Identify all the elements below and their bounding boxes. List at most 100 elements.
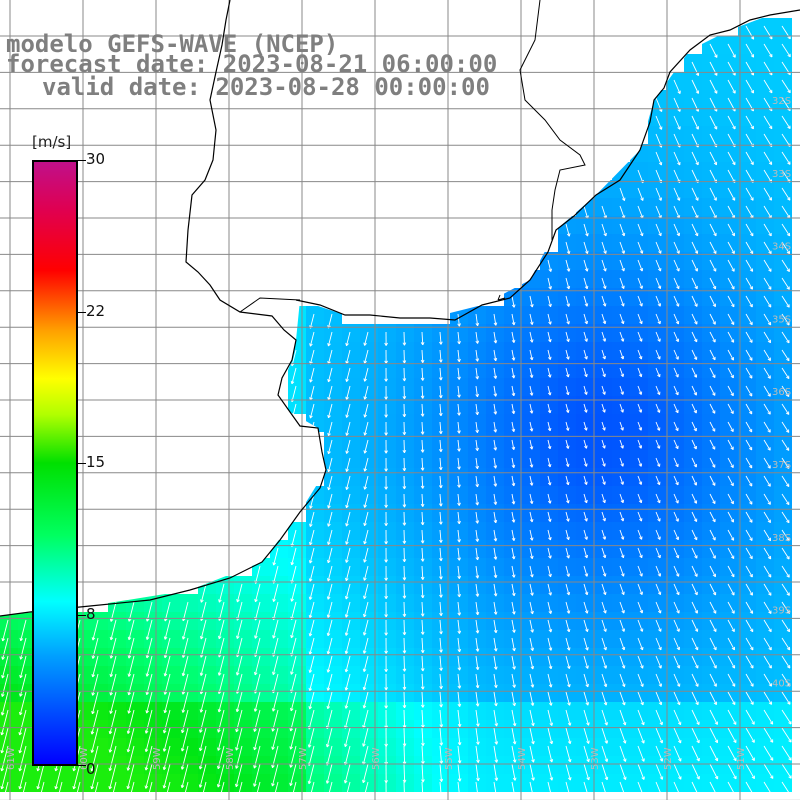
wind-arrow bbox=[529, 529, 534, 541]
wind-cell bbox=[666, 414, 684, 432]
wind-arrow bbox=[164, 781, 171, 800]
wind-arrow bbox=[475, 385, 479, 398]
wind-arrow bbox=[493, 529, 498, 542]
wind-cell bbox=[306, 378, 324, 396]
wind-cell bbox=[432, 702, 450, 720]
wind-arrow bbox=[420, 547, 425, 562]
wind-cell bbox=[396, 666, 414, 684]
wind-arrow bbox=[745, 511, 753, 523]
wind-cell bbox=[414, 756, 432, 774]
wind-arrow bbox=[601, 493, 606, 504]
wind-arrow bbox=[745, 43, 755, 58]
wind-cell bbox=[504, 594, 522, 612]
wind-arrow bbox=[327, 367, 333, 383]
wind-arrow bbox=[493, 547, 498, 560]
wind-cell bbox=[450, 702, 468, 720]
wind-cell bbox=[486, 324, 504, 342]
wind-arrow bbox=[402, 493, 407, 508]
wind-arrow bbox=[565, 313, 570, 325]
lon-label: 52W bbox=[663, 747, 674, 770]
wind-cell bbox=[576, 306, 594, 324]
wind-cell bbox=[666, 450, 684, 468]
wind-arrow bbox=[709, 331, 716, 343]
wind-cell bbox=[360, 540, 378, 558]
wind-arrow bbox=[619, 619, 626, 632]
wind-cell bbox=[306, 558, 324, 576]
wind-arrow bbox=[619, 295, 625, 307]
wind-cell bbox=[360, 522, 378, 540]
wind-arrow bbox=[691, 745, 700, 762]
wind-arrow bbox=[457, 583, 462, 598]
wind-arrow bbox=[565, 781, 572, 799]
wind-arrow bbox=[475, 727, 480, 745]
model-title: modelo GEFS-WAVE (NCEP) bbox=[6, 30, 339, 58]
wind-cell bbox=[306, 360, 324, 378]
wind-cell bbox=[684, 90, 702, 108]
wind-arrow bbox=[109, 619, 117, 641]
wind-arrow bbox=[19, 655, 27, 679]
wind-cell bbox=[576, 450, 594, 468]
wind-cell bbox=[486, 540, 504, 558]
wind-arrow bbox=[673, 421, 679, 432]
wind-arrow bbox=[763, 439, 771, 451]
wind-arrow bbox=[91, 655, 99, 678]
wind-arrow bbox=[601, 241, 607, 254]
wind-arrow bbox=[691, 637, 699, 651]
wind-arrow bbox=[745, 475, 753, 487]
wind-arrow bbox=[691, 151, 699, 166]
wind-arrow bbox=[583, 223, 589, 237]
wind-arrow bbox=[439, 781, 444, 800]
wind-cell bbox=[306, 594, 324, 612]
wind-arrow bbox=[655, 241, 662, 254]
wind-arrow bbox=[781, 529, 790, 542]
wind-arrow bbox=[709, 547, 716, 559]
wind-arrow bbox=[493, 421, 498, 433]
wind-arrow bbox=[36, 763, 45, 790]
wind-cell bbox=[612, 486, 630, 504]
wind-arrow bbox=[475, 331, 480, 344]
wind-cell bbox=[558, 234, 576, 252]
wind-arrow bbox=[493, 763, 499, 781]
wind-arrow bbox=[745, 781, 755, 798]
wind-arrow bbox=[655, 331, 661, 342]
wind-cell bbox=[594, 342, 612, 360]
wind-cell bbox=[270, 630, 288, 648]
lat-label: 40S bbox=[772, 678, 791, 689]
wind-arrow bbox=[235, 655, 243, 676]
wind-cell bbox=[288, 702, 306, 720]
wind-arrow bbox=[493, 781, 499, 799]
wind-arrow bbox=[745, 151, 754, 166]
wind-arrow bbox=[763, 493, 771, 505]
wind-cell bbox=[342, 594, 360, 612]
wind-arrow bbox=[601, 691, 608, 706]
wind-arrow bbox=[327, 475, 333, 491]
wind-arrow bbox=[601, 385, 606, 395]
wind-cell bbox=[432, 486, 450, 504]
wind-arrow bbox=[308, 655, 315, 673]
wind-cell bbox=[666, 648, 684, 666]
wind-cell bbox=[432, 648, 450, 666]
wind-arrow bbox=[619, 223, 626, 237]
wind-arrow bbox=[745, 547, 753, 560]
wind-cell bbox=[648, 594, 666, 612]
wind-cell bbox=[630, 738, 648, 756]
wind-cell bbox=[216, 594, 234, 612]
wind-cell bbox=[540, 486, 558, 504]
wind-cell bbox=[648, 450, 666, 468]
wind-cell bbox=[396, 450, 414, 468]
wind-arrow bbox=[493, 655, 498, 670]
wind-cell bbox=[684, 558, 702, 576]
wind-cell bbox=[378, 504, 396, 522]
wind-arrow bbox=[565, 331, 570, 343]
wind-arrow bbox=[781, 367, 790, 380]
wind-cell bbox=[612, 630, 630, 648]
wind-cell bbox=[684, 774, 702, 792]
wind-arrow bbox=[235, 727, 243, 751]
wind-arrow bbox=[673, 781, 682, 798]
wind-arrow bbox=[727, 727, 737, 743]
wind-cell bbox=[450, 666, 468, 684]
wind-cell bbox=[540, 684, 558, 702]
wind-arrow bbox=[475, 709, 480, 727]
lon-label: 55W bbox=[444, 747, 455, 770]
wind-arrow bbox=[384, 457, 388, 472]
